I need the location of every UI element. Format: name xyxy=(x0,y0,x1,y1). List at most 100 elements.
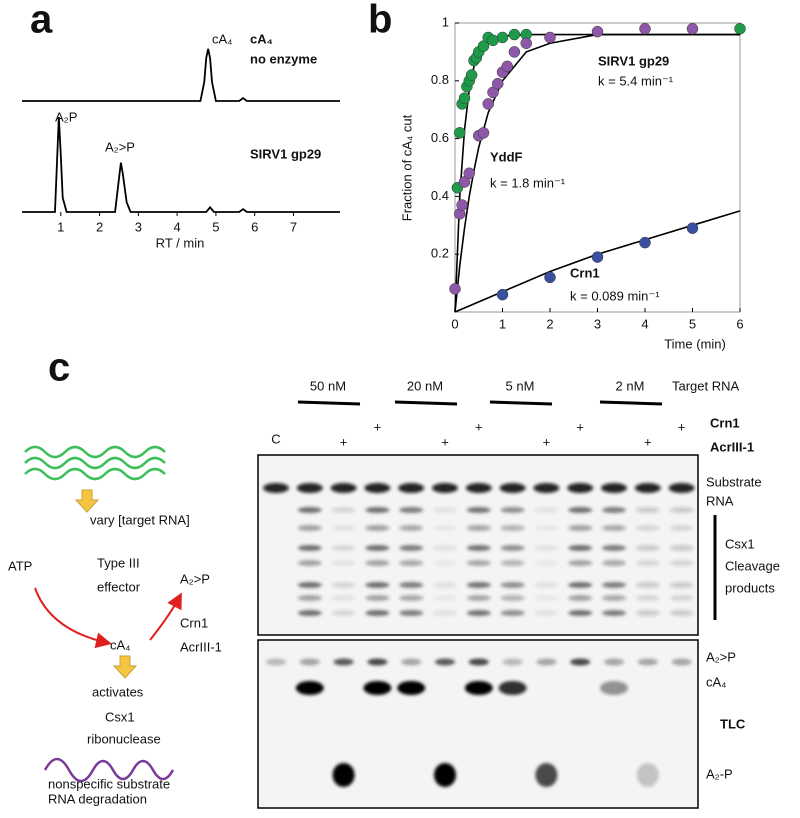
band xyxy=(669,507,694,513)
band xyxy=(466,582,491,588)
band xyxy=(297,545,322,551)
band xyxy=(500,560,525,566)
band xyxy=(365,595,390,601)
band xyxy=(635,545,660,551)
spot xyxy=(333,658,354,666)
peak-label: A₂>P xyxy=(105,139,135,154)
band xyxy=(499,483,526,493)
data-point xyxy=(492,77,504,90)
band xyxy=(297,525,322,531)
trace-label: SIRV1 gp29 xyxy=(250,146,321,161)
spot xyxy=(295,681,324,695)
band xyxy=(399,595,424,601)
data-point xyxy=(477,127,490,139)
band xyxy=(500,595,525,601)
data-point xyxy=(686,23,699,35)
band xyxy=(635,525,660,531)
spot xyxy=(434,763,456,787)
band xyxy=(534,595,559,601)
band xyxy=(669,595,694,601)
spot xyxy=(266,658,286,666)
spot xyxy=(464,681,493,695)
row-label: AcrIII-1 xyxy=(710,439,754,454)
data-point xyxy=(544,271,556,284)
band xyxy=(399,545,424,551)
diagram-text: vary [target RNA] xyxy=(90,512,190,527)
trace xyxy=(22,116,340,213)
band xyxy=(635,582,660,588)
x-tick-label: 5 xyxy=(212,219,219,234)
plus-sign: + xyxy=(644,434,652,449)
spot xyxy=(502,658,523,666)
diagram-text: ribonuclease xyxy=(87,731,161,746)
band xyxy=(365,560,390,566)
band xyxy=(331,560,356,566)
rate-label: k = 5.4 min⁻¹ xyxy=(598,73,674,88)
spot xyxy=(536,658,557,666)
concentration-label: 2 nM xyxy=(616,378,645,393)
diagram-text: effector xyxy=(97,579,141,594)
data-point xyxy=(639,23,651,35)
spot xyxy=(636,763,659,787)
y-tick-label: 1 xyxy=(442,14,449,29)
spot xyxy=(435,658,455,666)
band xyxy=(466,525,491,531)
spot xyxy=(363,681,392,695)
underline xyxy=(297,400,361,406)
diagram-text: ATP xyxy=(8,558,32,573)
data-point xyxy=(639,236,651,249)
band xyxy=(568,507,593,513)
y-axis-label: Fraction of cA₄ cut xyxy=(399,114,414,221)
band xyxy=(433,582,457,588)
series-label: YddF xyxy=(490,149,523,164)
band xyxy=(568,595,593,601)
y-tick-label: 0.2 xyxy=(431,246,449,261)
band xyxy=(398,483,425,493)
panel-label: a xyxy=(30,0,53,42)
band-label: Csx1 xyxy=(725,536,755,551)
band xyxy=(399,560,424,566)
series-label: SIRV1 gp29 xyxy=(598,53,669,68)
trace xyxy=(22,48,340,102)
underline xyxy=(599,400,663,406)
band xyxy=(466,560,491,566)
spot xyxy=(671,658,692,666)
band xyxy=(534,610,559,616)
plus-sign: + xyxy=(340,434,348,449)
peak-label: cA₄ xyxy=(212,31,232,46)
band xyxy=(534,545,559,551)
band-label: Cleavage xyxy=(725,558,780,573)
arrow xyxy=(112,655,138,679)
gel xyxy=(257,454,699,636)
band xyxy=(534,560,559,566)
arrow xyxy=(149,592,182,641)
band xyxy=(602,507,626,513)
band xyxy=(297,582,322,588)
band xyxy=(433,610,457,616)
diagram-text: Crn1 xyxy=(180,615,208,630)
band xyxy=(331,610,356,616)
plus-sign: + xyxy=(543,434,551,449)
x-axis-label: Time (min) xyxy=(664,336,726,351)
band xyxy=(635,560,660,566)
data-point xyxy=(449,283,461,295)
trace-label: no enzyme xyxy=(250,51,317,66)
x-tick-label: 2 xyxy=(96,219,103,234)
band xyxy=(668,483,695,493)
x-tick-label: 3 xyxy=(135,219,142,234)
band xyxy=(568,545,593,551)
data-point xyxy=(482,98,494,110)
tlc-label: cA₄ xyxy=(706,674,726,689)
band xyxy=(568,610,593,616)
band xyxy=(534,507,559,513)
band xyxy=(466,545,491,551)
band xyxy=(364,483,391,493)
band xyxy=(568,560,593,566)
rate-label: k = 0.089 min⁻¹ xyxy=(570,288,660,303)
data-point xyxy=(456,199,468,211)
concentration-label: 5 nM xyxy=(506,378,535,393)
band xyxy=(365,582,390,588)
band xyxy=(331,595,356,601)
data-point xyxy=(458,92,471,104)
band xyxy=(500,610,525,616)
